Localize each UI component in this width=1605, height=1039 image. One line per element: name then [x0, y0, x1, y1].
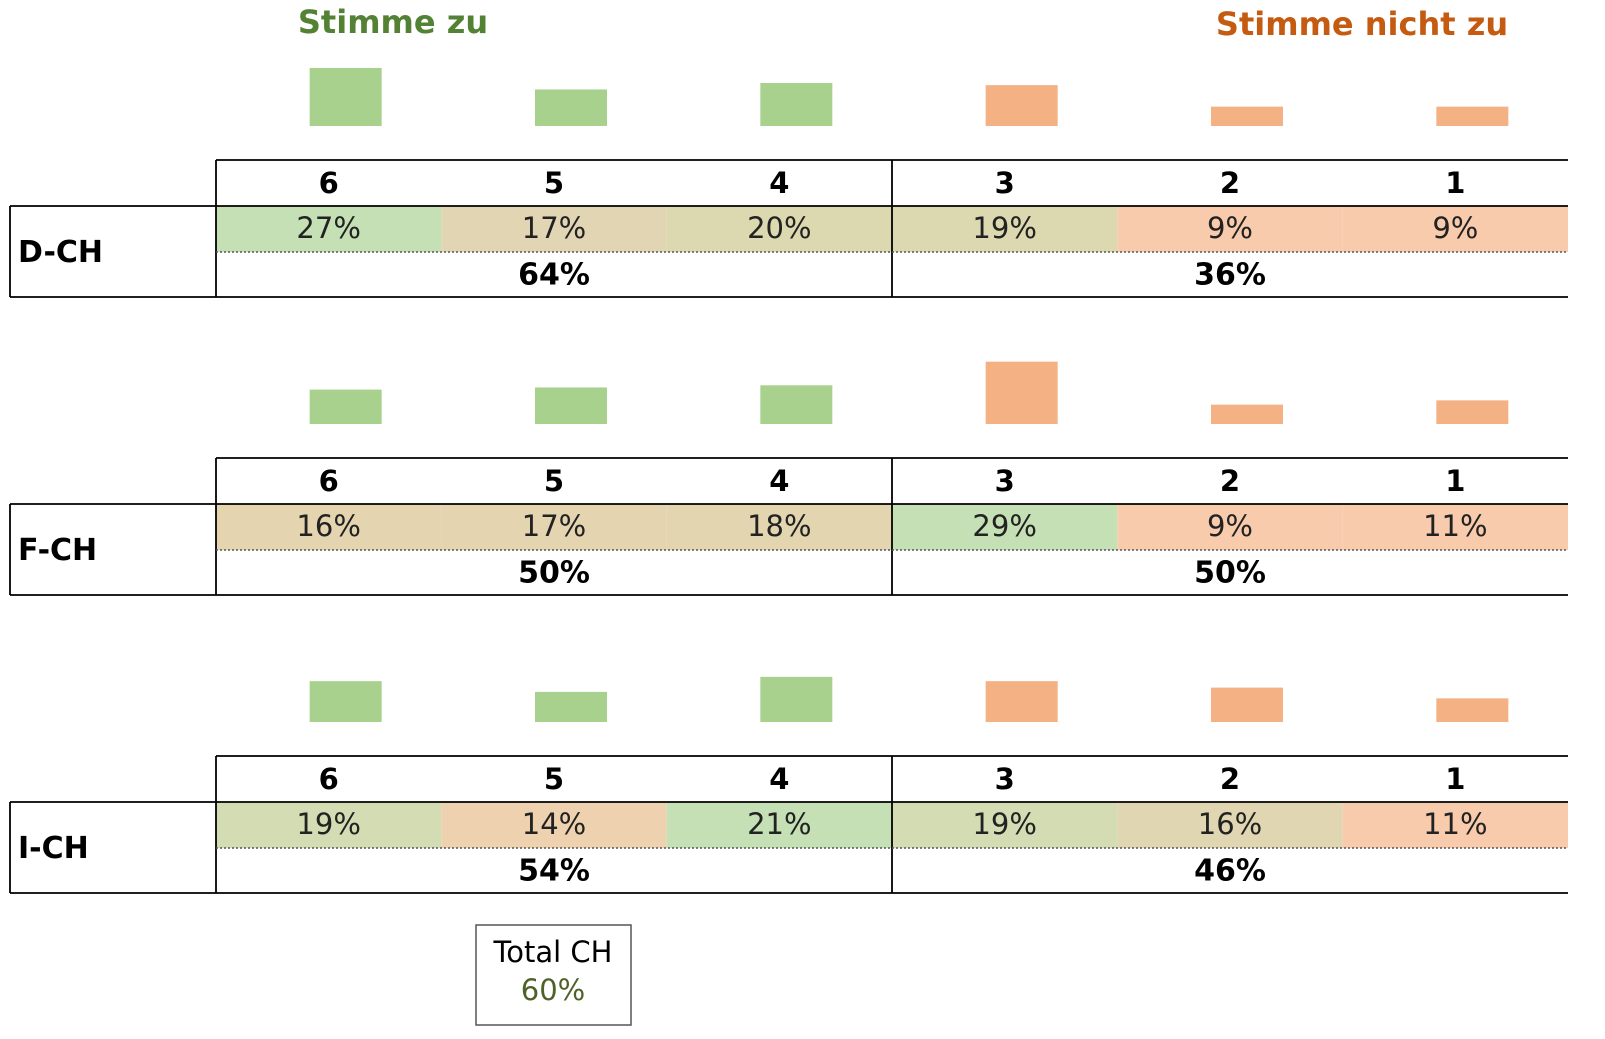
value-cell	[666, 504, 892, 550]
bar	[535, 89, 607, 126]
bar	[985, 361, 1058, 424]
value-cell	[216, 802, 442, 848]
bar	[309, 389, 382, 424]
category-label: 3	[995, 166, 1015, 200]
region-label: D-CH	[18, 235, 103, 270]
category-label: 4	[769, 166, 789, 200]
value-label: 16%	[296, 509, 360, 543]
bar	[760, 385, 833, 424]
value-cell	[216, 504, 442, 550]
value-label: 11%	[1423, 807, 1487, 841]
bar	[1211, 687, 1283, 722]
category-label: 5	[544, 464, 564, 498]
value-cell	[1342, 206, 1568, 252]
value-label: 27%	[296, 211, 360, 245]
value-cell	[892, 206, 1118, 252]
value-cell	[666, 206, 892, 252]
value-label: 18%	[747, 509, 811, 543]
bar	[309, 681, 382, 722]
value-label: 14%	[522, 807, 586, 841]
category-label: 2	[1220, 464, 1240, 498]
value-cell	[441, 504, 667, 550]
total-value: 60%	[521, 973, 585, 1007]
value-label: 16%	[1198, 807, 1262, 841]
value-label: 19%	[296, 807, 360, 841]
value-label: 19%	[972, 211, 1036, 245]
category-label: 3	[995, 762, 1015, 796]
category-label: 5	[544, 166, 564, 200]
category-label: 2	[1220, 166, 1240, 200]
bar	[1211, 106, 1283, 126]
total-label: 54%	[518, 854, 590, 889]
bar	[309, 67, 382, 126]
value-cell	[1117, 802, 1343, 848]
bar	[985, 85, 1058, 126]
category-label: 2	[1220, 762, 1240, 796]
disagree-label: Stimme nicht zu	[1216, 5, 1508, 43]
value-label: 17%	[522, 509, 586, 543]
category-label: 6	[319, 762, 339, 796]
bar	[1436, 106, 1509, 126]
value-cell	[1342, 504, 1568, 550]
category-label: 6	[319, 166, 339, 200]
value-label: 9%	[1432, 211, 1478, 245]
category-label: 4	[769, 762, 789, 796]
value-label: 29%	[972, 509, 1036, 543]
value-cell	[216, 206, 442, 252]
value-label: 21%	[747, 807, 811, 841]
total-label: 46%	[1194, 854, 1266, 889]
total-label: 36%	[1194, 258, 1266, 293]
total-label: 64%	[518, 258, 590, 293]
category-label: 4	[769, 464, 789, 498]
total-label: Total CH	[492, 935, 612, 969]
bar	[1436, 400, 1509, 424]
value-cell	[441, 802, 667, 848]
region-label: I-CH	[18, 831, 89, 866]
value-label: 9%	[1207, 509, 1253, 543]
value-cell	[1342, 802, 1568, 848]
category-label: 5	[544, 762, 564, 796]
bar	[535, 387, 607, 424]
bar	[760, 83, 833, 126]
value-cell	[892, 802, 1118, 848]
total-label: 50%	[518, 556, 590, 591]
value-cell	[892, 504, 1118, 550]
category-label: 1	[1445, 166, 1465, 200]
bar	[985, 681, 1058, 722]
total-box	[475, 924, 632, 1026]
value-cell	[441, 206, 667, 252]
category-label: 1	[1445, 464, 1465, 498]
bar	[1436, 698, 1509, 722]
value-cell	[1117, 504, 1343, 550]
value-label: 11%	[1423, 509, 1487, 543]
value-cell	[1117, 206, 1343, 252]
bar	[1211, 404, 1283, 424]
value-label: 17%	[522, 211, 586, 245]
value-cell	[666, 802, 892, 848]
value-label: 19%	[972, 807, 1036, 841]
category-label: 6	[319, 464, 339, 498]
total-label: 50%	[1194, 556, 1266, 591]
region-label: F-CH	[18, 533, 97, 568]
value-label: 20%	[747, 211, 811, 245]
category-label: 3	[995, 464, 1015, 498]
agree-label: Stimme zu	[298, 3, 488, 41]
value-label: 9%	[1207, 211, 1253, 245]
category-label: 1	[1445, 762, 1465, 796]
bar	[535, 691, 607, 722]
bar	[760, 676, 833, 722]
